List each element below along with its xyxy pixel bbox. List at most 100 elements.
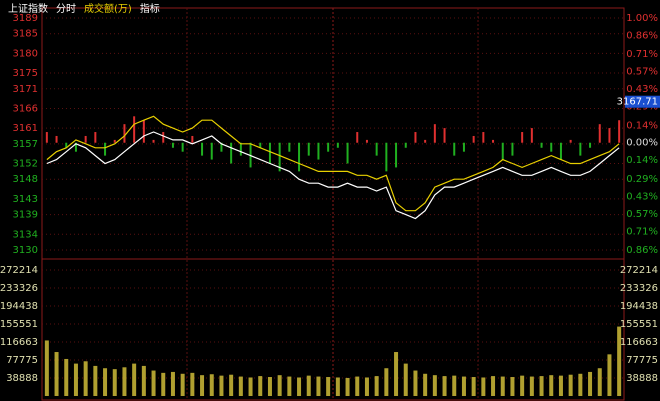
- volume-bar: [54, 352, 59, 396]
- y-tick-label: 3134: [13, 229, 38, 240]
- last-price-label: 3167.71: [617, 97, 658, 108]
- strength-bar: [395, 142, 398, 168]
- strength-bar: [181, 142, 184, 152]
- header-tab: 上证指数: [8, 2, 48, 15]
- header-tab: 指标: [140, 2, 160, 15]
- volume-bar: [403, 363, 408, 396]
- y-tick-label: 3171: [13, 84, 38, 95]
- y2-tick-label: 0.43%: [626, 191, 658, 202]
- strength-bar: [385, 142, 388, 172]
- strength-bar: [453, 142, 456, 156]
- volume-bar: [549, 375, 554, 396]
- volume-bar: [432, 375, 437, 396]
- strength-bar: [579, 142, 582, 156]
- volume-bar: [170, 371, 175, 396]
- strength-bar: [559, 142, 562, 160]
- volume-bar: [209, 374, 214, 396]
- volume-bar: [345, 377, 350, 396]
- strength-bar: [55, 135, 58, 143]
- strength-bar: [220, 142, 223, 152]
- y-tick-label: 155551: [0, 319, 38, 330]
- y-tick-label: 3152: [13, 158, 38, 169]
- y2-tick-label: 0.14%: [626, 120, 658, 131]
- volume-bar: [238, 376, 243, 396]
- strength-bar: [230, 142, 233, 164]
- volume-bar: [287, 376, 292, 396]
- y2-tick-label: 1.00%: [626, 13, 658, 24]
- volume-bar: [161, 372, 166, 396]
- y-tick-label: 3180: [13, 48, 38, 59]
- strength-bar: [94, 132, 97, 143]
- volume-bar: [452, 375, 457, 396]
- strength-bar: [142, 120, 145, 143]
- header-tab: 成交额(万): [84, 2, 132, 15]
- strength-bar: [482, 132, 485, 143]
- strength-bar: [171, 142, 174, 148]
- y-tick-label: 116663: [0, 337, 38, 348]
- strength-bar: [569, 139, 572, 143]
- strength-bar: [414, 132, 417, 143]
- strength-bar: [288, 142, 291, 152]
- price-line: [46, 115, 620, 212]
- y-tick-label-right: 272214: [620, 265, 658, 276]
- last-price-box: [625, 95, 660, 108]
- volume-bar: [364, 377, 369, 396]
- volume-bar: [306, 375, 311, 396]
- strength-bar: [365, 139, 368, 143]
- y2-tick-label: 0.00%: [626, 138, 658, 149]
- y-tick-label-right: 116663: [620, 337, 658, 348]
- volume-bar: [510, 377, 515, 396]
- strength-bar: [530, 128, 533, 143]
- volume-bar: [520, 375, 525, 396]
- volume-bar: [617, 326, 622, 396]
- strength-bar: [589, 142, 592, 148]
- y-tick-label: 3189: [13, 13, 38, 24]
- strength-bar: [191, 135, 194, 143]
- volume-bar: [200, 375, 205, 396]
- strength-bar: [84, 135, 87, 143]
- strength-bar: [45, 132, 48, 143]
- volume-bar: [568, 374, 573, 396]
- volume-bar: [335, 377, 340, 396]
- y-tick-label: 3185: [13, 29, 38, 40]
- volume-bar: [229, 374, 234, 396]
- price-line: [46, 131, 620, 220]
- strength-bar: [239, 142, 242, 156]
- volume-bar: [112, 369, 117, 396]
- volume-bar: [491, 376, 496, 396]
- volume-bar: [326, 377, 331, 396]
- volume-bar: [73, 363, 78, 396]
- strength-bar: [462, 142, 465, 152]
- volume-bar: [588, 371, 593, 396]
- strength-bar: [501, 142, 504, 160]
- strength-bar: [443, 128, 446, 143]
- strength-bar: [268, 142, 271, 164]
- strength-bar: [307, 142, 310, 156]
- volume-bar: [316, 376, 321, 396]
- volume-bar: [558, 375, 563, 396]
- volume-bar: [442, 376, 447, 396]
- volume-bar: [103, 368, 108, 396]
- strength-bar: [472, 135, 475, 143]
- volume-bar: [64, 358, 69, 396]
- volume-bar: [83, 361, 88, 396]
- y2-tick-label: 0.71%: [626, 49, 658, 60]
- y2-tick-label: 0.86%: [626, 245, 658, 256]
- volume-bar: [461, 376, 466, 396]
- volume-bar: [413, 370, 418, 396]
- volume-bar: [597, 368, 602, 396]
- y2-tick-label: 0.86%: [626, 30, 658, 41]
- y-tick-label: 3148: [13, 174, 38, 185]
- y2-tick-label: 0.71%: [626, 226, 658, 237]
- y-tick-label: 3143: [13, 194, 38, 205]
- y-tick-label-right: 194438: [620, 301, 658, 312]
- strength-bar: [327, 142, 330, 152]
- y2-tick-label: 0.57%: [626, 67, 658, 78]
- strength-bar: [133, 116, 136, 143]
- y-tick-label: 272214: [0, 265, 38, 276]
- strength-bar: [317, 142, 320, 160]
- y2-tick-label: 0.14%: [626, 155, 658, 166]
- strength-bar: [511, 142, 514, 156]
